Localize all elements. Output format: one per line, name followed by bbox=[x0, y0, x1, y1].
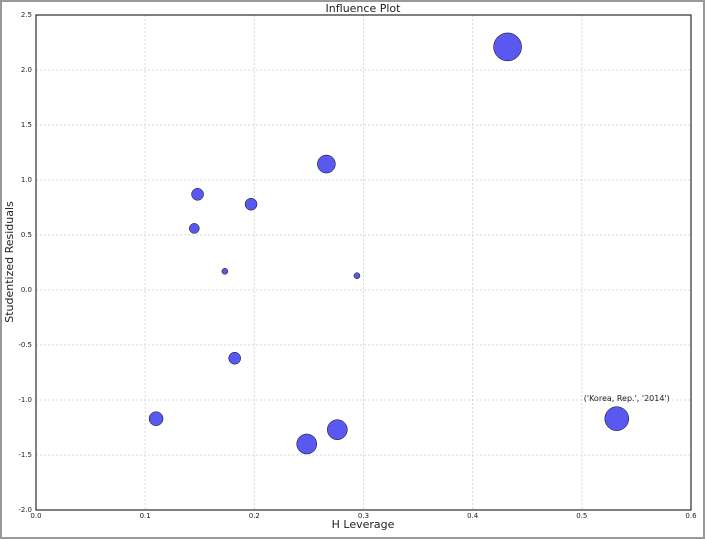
bubble bbox=[221, 268, 229, 275]
bubble bbox=[327, 419, 348, 440]
bubble bbox=[148, 411, 164, 426]
y-tick-label: -1.5 bbox=[18, 451, 32, 459]
x-tick-label: 0.1 bbox=[140, 512, 151, 520]
y-tick-label: 0.0 bbox=[21, 286, 32, 294]
x-tick-label: 0.4 bbox=[467, 512, 479, 520]
x-tick-label: 0.2 bbox=[249, 512, 260, 520]
y-tick-label: -0.5 bbox=[18, 341, 32, 349]
bubble bbox=[228, 351, 241, 365]
y-tick-label: 2.0 bbox=[21, 66, 32, 74]
y-tick-label: 0.5 bbox=[21, 231, 32, 239]
bubble bbox=[317, 154, 336, 174]
bubble bbox=[191, 188, 204, 201]
y-axis-label: Studentized Residuals bbox=[3, 201, 16, 323]
bubble bbox=[189, 223, 200, 234]
x-axis-label: H Leverage bbox=[332, 518, 395, 531]
y-tick-label: 1.0 bbox=[21, 176, 32, 184]
x-tick-label: 0.5 bbox=[576, 512, 587, 520]
x-tick-label: 0.6 bbox=[685, 512, 697, 520]
x-tick-label: 0.3 bbox=[358, 512, 369, 520]
y-tick-label: -2.0 bbox=[18, 506, 32, 514]
plot-area bbox=[35, 14, 692, 511]
bubble bbox=[353, 272, 361, 279]
annotation: ('Korea, Rep.', '2014') bbox=[584, 394, 670, 403]
chart-title: Influence Plot bbox=[326, 2, 402, 15]
bubble bbox=[493, 32, 522, 62]
bubble bbox=[296, 433, 317, 455]
y-tick-label: 1.5 bbox=[21, 121, 32, 129]
y-tick-label: 2.5 bbox=[21, 11, 32, 19]
x-tick-label: 0.0 bbox=[30, 512, 41, 520]
bubble bbox=[604, 406, 630, 431]
y-tick-label: -1.0 bbox=[18, 396, 32, 404]
bubble bbox=[244, 197, 258, 211]
